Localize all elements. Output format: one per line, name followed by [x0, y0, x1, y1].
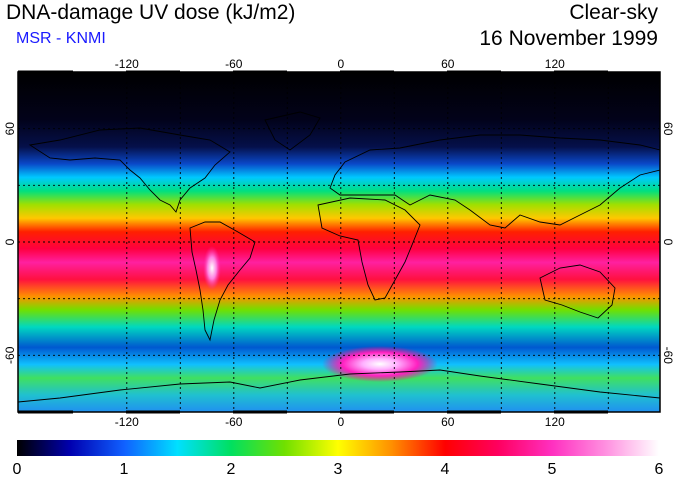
lon-label-top: -60	[225, 57, 243, 71]
frame-ticks	[18, 70, 608, 414]
coast-south-america	[189, 221, 256, 342]
colorbar-label: 2	[227, 461, 236, 478]
sky-condition-label: Clear-sky	[569, 1, 658, 24]
coast-africa	[317, 197, 421, 301]
coast-greenland	[264, 111, 321, 151]
colorbar-labels: 0 1 2 3 4 5 6	[13, 461, 664, 478]
colorbar-label: 1	[120, 461, 129, 478]
source-label: MSR - KNMI	[16, 30, 106, 47]
coast-north-america	[28, 127, 231, 213]
colorbar-label: 3	[334, 461, 343, 478]
lon-label-top: -120	[115, 57, 139, 71]
lon-label-bottom: -60	[225, 415, 243, 429]
map-frame	[17, 71, 661, 413]
lat-label-left: 0	[3, 238, 17, 245]
coast-australia	[539, 264, 616, 319]
lon-label-bottom: 60	[441, 415, 455, 429]
colorbar-label: 0	[13, 461, 22, 478]
lat-label-left: -60	[3, 346, 17, 364]
andes-hotspot	[203, 246, 221, 290]
lat-label-right: 0	[661, 239, 675, 246]
lat-label-left: 60	[3, 122, 17, 136]
coast-europe-asia	[329, 134, 660, 229]
colorbar	[17, 440, 659, 456]
lon-label-top: 0	[337, 57, 344, 71]
colorbar-label: 6	[655, 461, 664, 478]
lon-label-bottom: 0	[337, 415, 344, 429]
lat-label-right: 60	[661, 122, 675, 136]
lon-label-bottom: -120	[115, 415, 139, 429]
coastlines	[18, 111, 660, 403]
map-title: DNA-damage UV dose (kJ/m2)	[6, 1, 296, 24]
colorbar-label: 5	[548, 461, 557, 478]
lat-label-right: -60	[661, 347, 675, 365]
coast-antarctica	[18, 369, 660, 403]
graticule	[18, 72, 660, 412]
lon-label-top: 120	[545, 57, 565, 71]
lon-label-bottom: 120	[545, 415, 565, 429]
lon-label-top: 60	[441, 57, 455, 71]
antarctic-ozone-hotspot	[322, 346, 438, 382]
date-label: 16 November 1999	[479, 27, 658, 50]
colorbar-label: 4	[441, 461, 450, 478]
